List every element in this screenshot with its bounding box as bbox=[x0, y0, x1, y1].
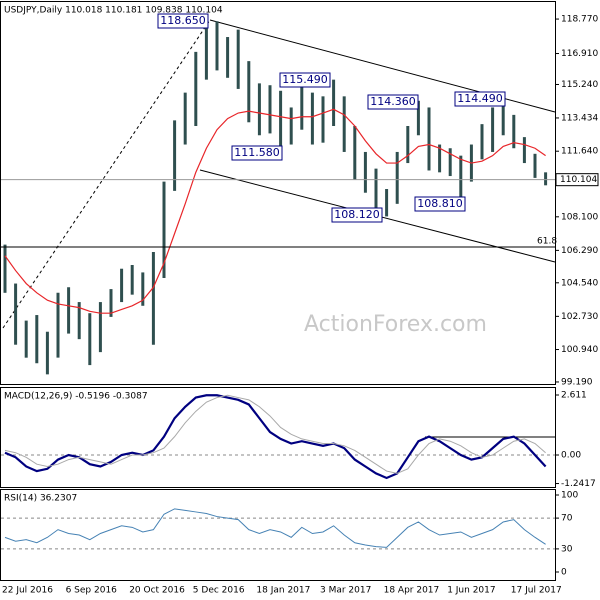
x-tick-label: 6 Sep 2016 bbox=[66, 586, 118, 596]
y-tick-label: 108.100 bbox=[561, 212, 598, 222]
watermark: ActionForex.com bbox=[304, 312, 487, 337]
y-tick-label: 104.540 bbox=[561, 278, 598, 288]
x-tick-label: 3 Mar 2017 bbox=[320, 586, 371, 596]
price-panel bbox=[0, 1, 556, 385]
x-tick-label: 5 Dec 2016 bbox=[193, 586, 245, 596]
y-tick-label: 100 bbox=[561, 491, 578, 501]
annotation: 118.650 bbox=[160, 14, 206, 27]
fib-swing-line bbox=[2, 19, 211, 329]
y-tick-label: 30 bbox=[561, 544, 573, 554]
annotation: 108.810 bbox=[417, 197, 463, 210]
rsi-panel bbox=[0, 489, 556, 581]
x-tick-label: 1 Jun 2017 bbox=[447, 586, 495, 596]
y-tick-label: -1.2417 bbox=[561, 479, 596, 489]
last-price-label: 110.104 bbox=[560, 175, 597, 185]
moving-average bbox=[4, 108, 546, 314]
y-tick-label: 102.730 bbox=[561, 312, 598, 322]
annotation: 114.490 bbox=[457, 92, 503, 105]
x-tick-label: 18 Apr 2017 bbox=[384, 586, 440, 596]
y-tick-label: 116.910 bbox=[561, 49, 598, 59]
annotation-box bbox=[279, 72, 331, 88]
x-tick-label: 18 Jan 2017 bbox=[256, 586, 310, 596]
annotation: 114.360 bbox=[370, 95, 416, 108]
y-tick-label: 111.640 bbox=[561, 147, 598, 157]
y-tick-label: 113.434 bbox=[561, 113, 598, 123]
annotation: 111.580 bbox=[234, 146, 280, 159]
annotation-box bbox=[331, 207, 383, 223]
indicator-line bbox=[4, 394, 547, 480]
x-tick-label: 22 Jul 2016 bbox=[2, 586, 53, 596]
annotation-box bbox=[231, 145, 283, 161]
y-tick-label: 100.940 bbox=[561, 345, 598, 355]
last-price-box bbox=[555, 173, 599, 187]
macd-title: MACD(12,26,9) -0.5196 -0.3087 bbox=[4, 392, 148, 402]
indicator-line bbox=[4, 508, 546, 548]
y-tick-label: 70 bbox=[561, 514, 573, 524]
annotation: 115.490 bbox=[282, 73, 328, 86]
annotation-box bbox=[454, 91, 506, 107]
rsi-title: RSI(14) 36.2307 bbox=[4, 494, 77, 504]
y-tick-label: 106.290 bbox=[561, 246, 598, 256]
indicator-line bbox=[4, 394, 546, 474]
y-tick-label: 2.611 bbox=[561, 391, 587, 401]
x-tick-label: 17 Jul 2017 bbox=[511, 586, 562, 596]
annotation-box bbox=[367, 94, 419, 110]
chart-title: USDJPY,Daily 110.018 110.181 109.838 110… bbox=[4, 6, 223, 16]
y-tick-label: 0 bbox=[561, 567, 567, 577]
annotation: 108.120 bbox=[334, 208, 380, 221]
y-tick-label: 99.190 bbox=[561, 377, 593, 387]
x-tick-label: 20 Oct 2016 bbox=[129, 586, 185, 596]
y-tick-label: 0.00 bbox=[561, 451, 581, 461]
fib-level-label: 61.8 bbox=[537, 237, 557, 247]
background bbox=[0, 0, 555, 600]
annotation-box bbox=[414, 196, 466, 212]
macd-panel bbox=[0, 387, 556, 488]
y-tick-label: 115.240 bbox=[561, 80, 598, 90]
y-tick-label: 118.770 bbox=[561, 15, 598, 25]
annotation-box bbox=[157, 13, 209, 29]
